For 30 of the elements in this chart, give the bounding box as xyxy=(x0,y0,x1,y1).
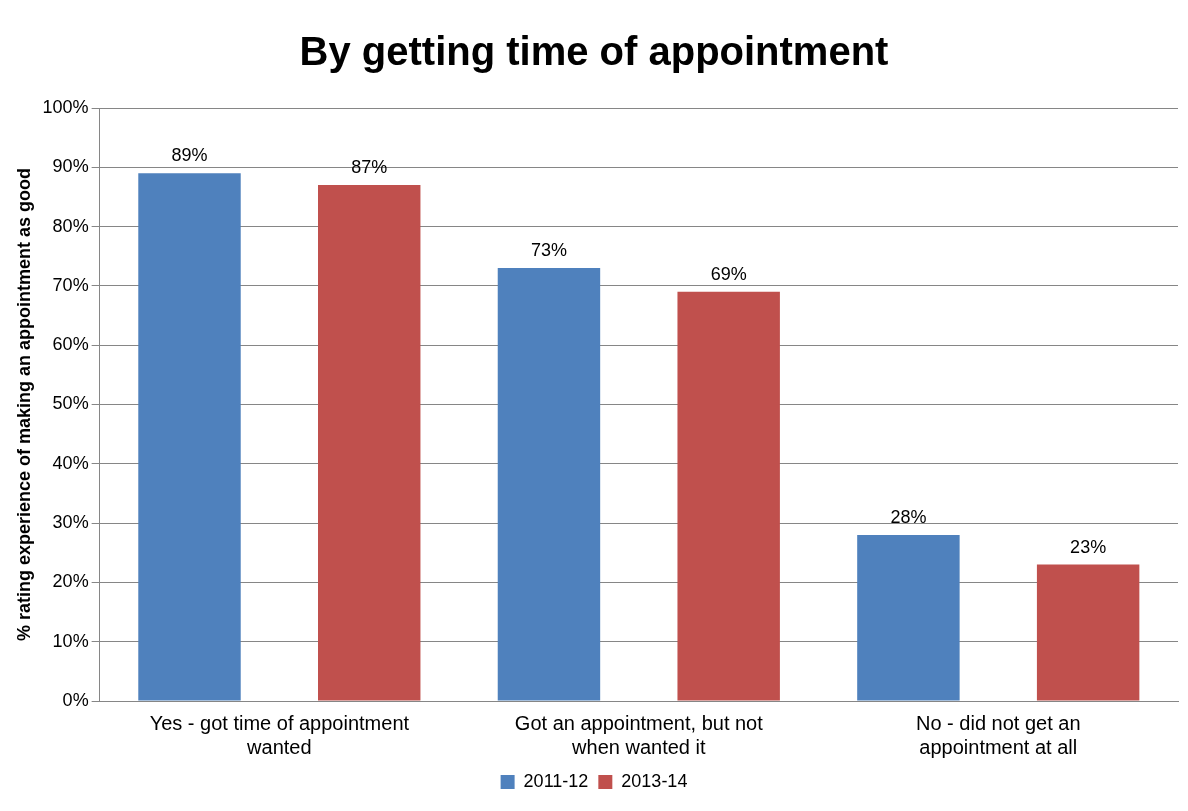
data-label: 28% xyxy=(890,506,927,527)
x-tick-label: Got an appointment, but not when wanted it xyxy=(514,711,764,758)
chart-title: By getting time of appointment xyxy=(299,29,889,74)
data-label: 69% xyxy=(710,263,747,284)
bar xyxy=(1036,564,1140,701)
legend-label: 2011-12 xyxy=(523,770,589,791)
data-label: 89% xyxy=(171,145,208,166)
x-tick-label: Yes - got time of appointment wanted xyxy=(149,711,410,758)
y-tick-label: 80% xyxy=(52,215,89,236)
x-tick-label: No - did not get an appointment at all xyxy=(915,711,1081,758)
bar xyxy=(857,534,960,701)
data-label: 87% xyxy=(351,157,388,178)
bar xyxy=(318,185,421,701)
y-tick-label: 60% xyxy=(52,334,89,355)
y-tick-label: 70% xyxy=(52,274,89,295)
y-tick-label: 0% xyxy=(62,689,89,710)
data-label: 73% xyxy=(530,240,567,261)
y-tick-label: 20% xyxy=(52,571,89,592)
bar xyxy=(138,173,241,701)
bar xyxy=(677,291,780,701)
y-tick-label: 40% xyxy=(52,452,89,473)
data-label: 23% xyxy=(1070,536,1107,557)
bar xyxy=(497,268,601,701)
y-tick-label: 10% xyxy=(52,630,89,651)
legend-label: 2013-14 xyxy=(621,770,688,791)
y-tick-label: 100% xyxy=(42,96,89,117)
y-tick-label: 50% xyxy=(52,393,89,414)
y-axis-title: % rating experience of making an appointment as good xyxy=(13,167,34,642)
y-tick-label: 90% xyxy=(52,156,89,177)
y-tick-label: 30% xyxy=(52,512,89,533)
